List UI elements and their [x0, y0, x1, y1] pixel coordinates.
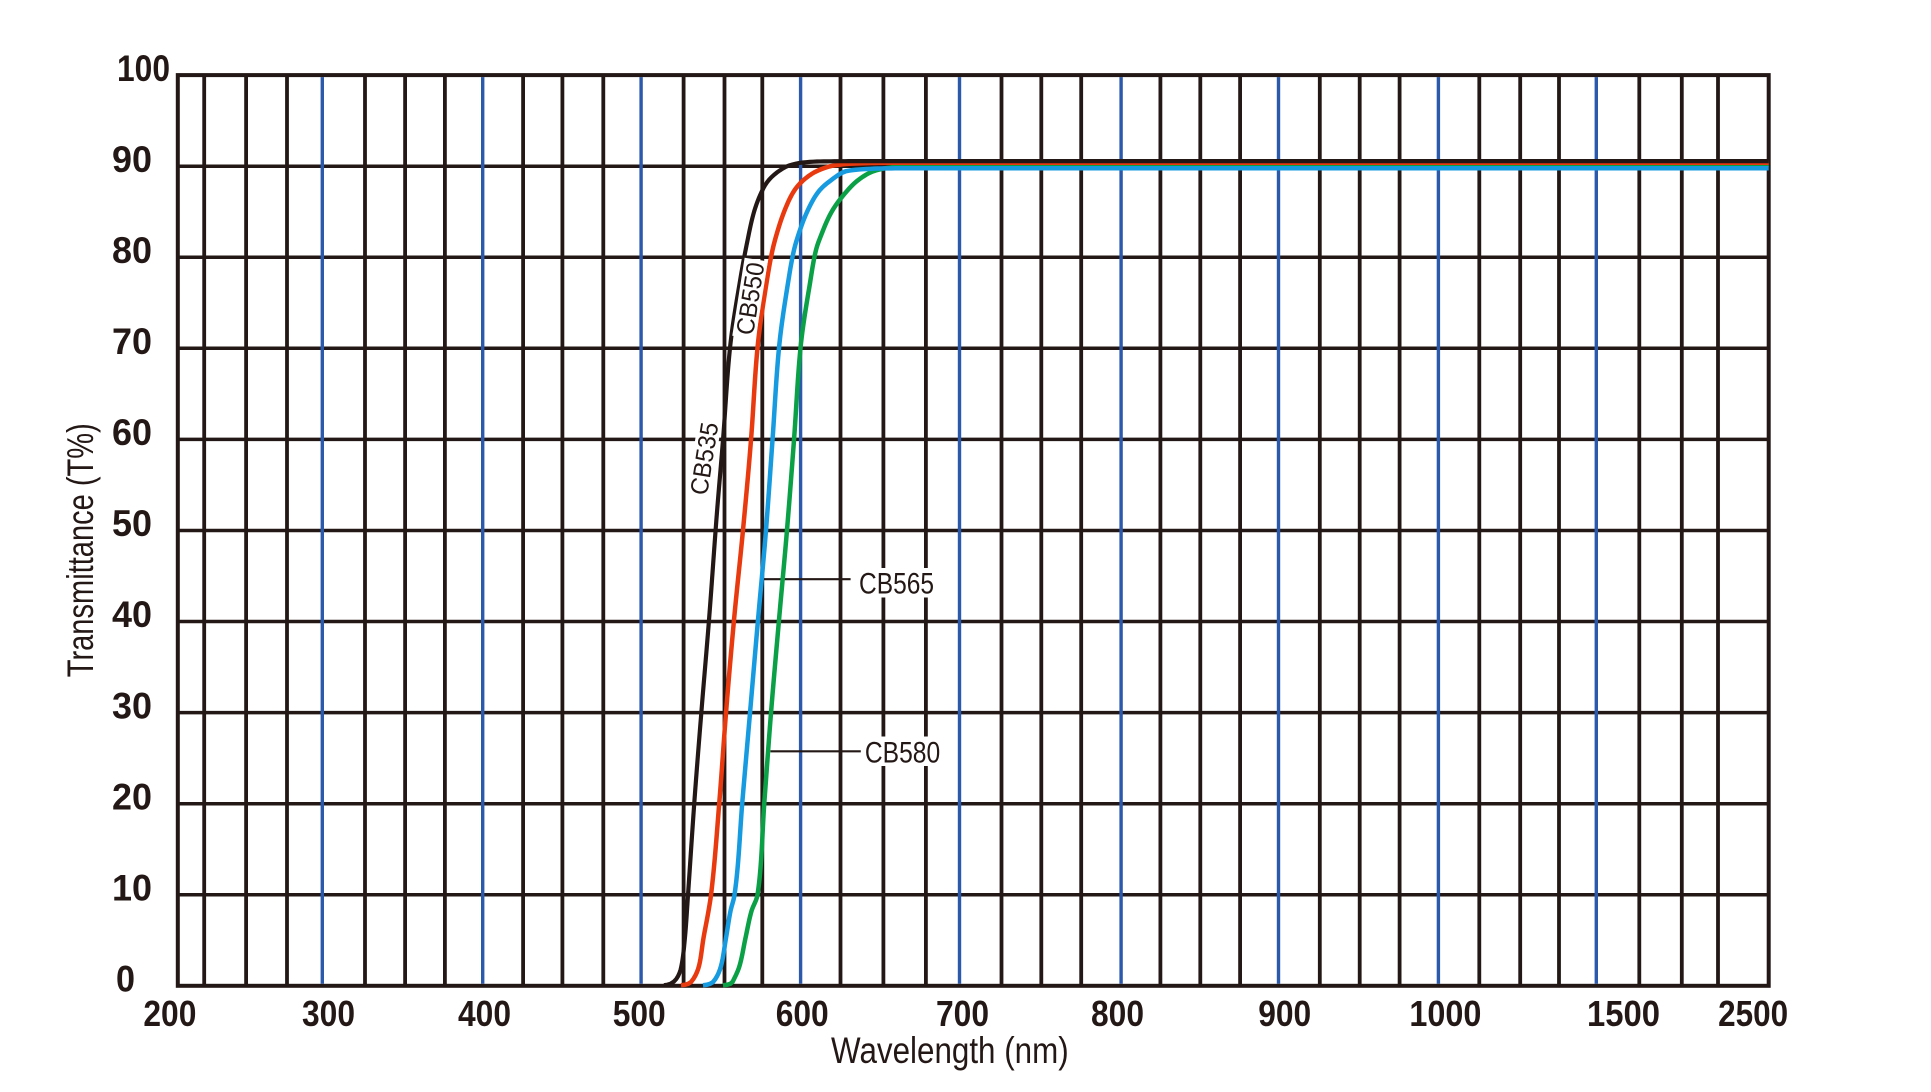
svg-text:900: 900 — [1258, 993, 1311, 1034]
svg-text:80: 80 — [112, 230, 152, 271]
svg-text:500: 500 — [613, 993, 666, 1034]
svg-text:300: 300 — [302, 993, 355, 1034]
svg-text:200: 200 — [143, 993, 196, 1034]
svg-text:70: 70 — [112, 321, 152, 362]
svg-text:Wavelength (nm): Wavelength (nm) — [831, 1030, 1069, 1071]
svg-text:CB565: CB565 — [859, 567, 934, 600]
svg-text:2500: 2500 — [1718, 993, 1788, 1034]
svg-text:50: 50 — [112, 503, 152, 544]
svg-text:800: 800 — [1091, 993, 1144, 1034]
svg-text:10: 10 — [112, 867, 152, 908]
svg-text:60: 60 — [112, 412, 152, 453]
svg-text:600: 600 — [776, 993, 829, 1034]
svg-text:20: 20 — [112, 776, 152, 817]
svg-text:1000: 1000 — [1409, 993, 1481, 1034]
svg-text:1500: 1500 — [1587, 993, 1660, 1034]
svg-text:Transmittance (T%): Transmittance (T%) — [60, 423, 101, 677]
svg-text:30: 30 — [112, 685, 152, 726]
svg-text:90: 90 — [112, 139, 152, 180]
svg-text:0: 0 — [116, 959, 135, 1000]
svg-text:100: 100 — [117, 48, 170, 89]
svg-text:40: 40 — [112, 594, 152, 635]
svg-text:400: 400 — [458, 993, 511, 1034]
svg-text:700: 700 — [936, 993, 989, 1034]
svg-text:CB580: CB580 — [865, 736, 940, 769]
